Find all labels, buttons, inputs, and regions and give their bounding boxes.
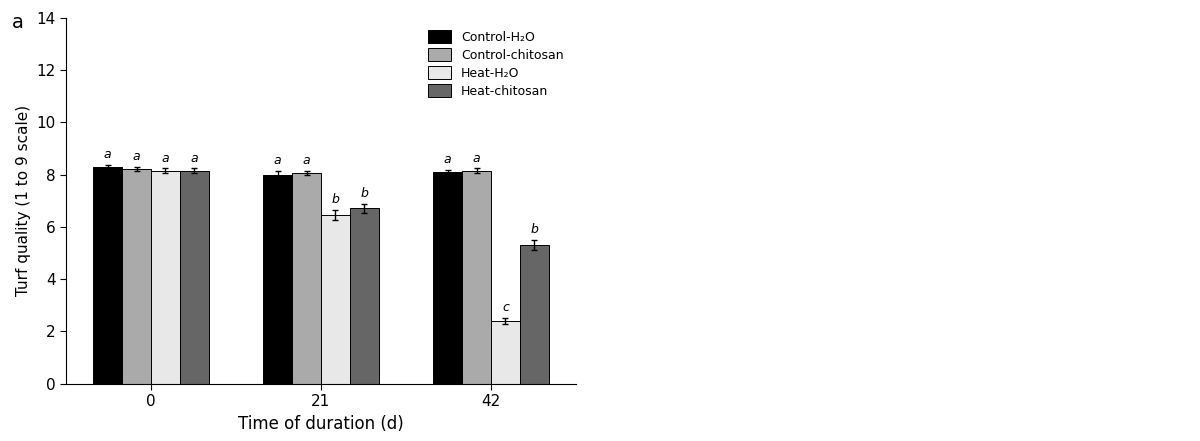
Bar	[350, 209, 379, 384]
Bar	[151, 171, 180, 384]
Bar	[94, 167, 122, 384]
Text: b: b	[530, 224, 539, 236]
Text: c: c	[502, 301, 509, 314]
Text: b: b	[360, 187, 368, 200]
Bar	[491, 321, 520, 384]
Y-axis label: Turf quality (1 to 9 scale): Turf quality (1 to 9 scale)	[16, 105, 31, 296]
Text: a: a	[473, 152, 480, 164]
Text: a: a	[162, 152, 169, 164]
Bar	[322, 215, 350, 384]
Text: Heat-chitosan: Heat-chitosan	[600, 353, 694, 366]
Text: a: a	[12, 13, 24, 32]
Bar	[462, 171, 491, 384]
Bar	[520, 245, 548, 384]
Text: Control-chitosan: Control-chitosan	[600, 150, 710, 163]
Text: b: b	[600, 15, 613, 34]
Bar	[263, 175, 292, 384]
Text: b: b	[331, 194, 340, 206]
Text: a: a	[302, 154, 311, 167]
Text: a: a	[444, 153, 451, 166]
Bar	[433, 172, 462, 384]
Bar	[292, 173, 322, 384]
Text: a: a	[274, 154, 282, 168]
Bar	[180, 171, 209, 384]
X-axis label: Time of duration (d): Time of duration (d)	[238, 415, 404, 433]
Text: a: a	[133, 150, 140, 163]
Bar	[122, 169, 151, 384]
Text: Heat-H₂O: Heat-H₂O	[600, 251, 662, 265]
Legend: Control-H₂O, Control-chitosan, Heat-H₂O, Heat-chitosan: Control-H₂O, Control-chitosan, Heat-H₂O,…	[422, 24, 570, 104]
Text: Control-H₂O: Control-H₂O	[600, 49, 679, 62]
Text: a: a	[191, 152, 198, 164]
Text: a: a	[104, 148, 112, 161]
